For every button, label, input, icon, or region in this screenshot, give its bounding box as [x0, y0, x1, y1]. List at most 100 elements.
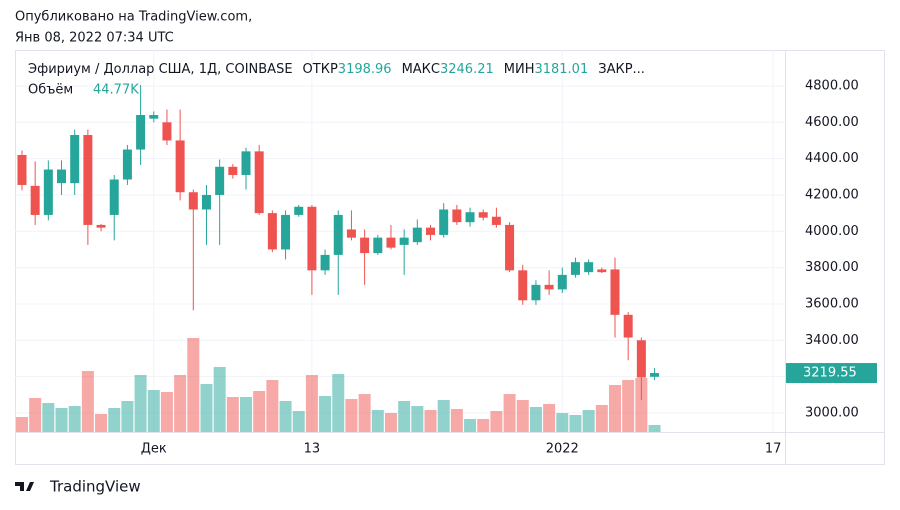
y-tick-label: 4600.00 [805, 115, 859, 130]
legend-text: ЗАКР... [598, 62, 645, 77]
price-label-bg [786, 363, 877, 384]
candle-body [386, 237, 396, 248]
price-label: 3219.55 [803, 366, 857, 381]
candle-body [597, 269, 607, 273]
volume-last: 44.77K [93, 83, 139, 98]
candle-body [162, 122, 172, 141]
candle-body [70, 135, 80, 184]
volume-bar [384, 413, 397, 432]
volume-bar [529, 407, 542, 432]
plot: 3000.003200.003400.003600.003800.004000.… [15, 50, 877, 457]
candle-body [650, 373, 660, 377]
x-tick-label: 2022 [546, 442, 579, 457]
candle-body [294, 206, 304, 215]
volume-bar [437, 400, 450, 432]
candle-body [96, 224, 106, 228]
candle-body [188, 192, 198, 210]
volume-bar [134, 375, 147, 432]
volume-bar [213, 367, 226, 432]
volume-bar [635, 378, 648, 432]
candle-body [149, 115, 159, 119]
volume-bar [160, 392, 173, 432]
candle-body [30, 185, 40, 215]
legend-text: МАКС [402, 62, 440, 77]
candle-body [426, 227, 436, 235]
x-tick-label: 17 [765, 442, 782, 457]
candle-body [333, 214, 343, 255]
volume-bar [595, 405, 608, 432]
candle-body [201, 194, 211, 210]
volume-bar [253, 391, 266, 432]
candle-body [241, 151, 251, 175]
legend-text: ОТКР [303, 62, 338, 77]
candle-body [43, 169, 53, 215]
candle-body [57, 169, 67, 184]
volume-bar [174, 375, 187, 432]
candle-body [267, 213, 277, 250]
candle-body [557, 274, 567, 290]
candle-body [439, 209, 449, 235]
candle-body [307, 206, 317, 271]
volume-bar [292, 411, 305, 432]
candle-body [360, 237, 370, 254]
candle-body [320, 254, 330, 271]
volume-bar [187, 338, 200, 432]
volume-bar [226, 397, 239, 432]
candle-body [584, 262, 594, 273]
x-tick-label: 13 [304, 442, 321, 457]
volume-bar [266, 380, 279, 432]
legend-title: Эфириум / Доллар США, 1Д, COINBASE ОТКР31… [28, 62, 645, 77]
volume-bar [15, 417, 28, 432]
volume-bar [490, 411, 503, 432]
volume-bar [371, 410, 384, 432]
candle-body [175, 140, 185, 193]
volume-name: Объём [28, 83, 73, 98]
candle-body [373, 237, 383, 254]
volume-bar [503, 394, 516, 432]
legend-text: 3198.96 [338, 62, 392, 77]
volume-bar [609, 385, 622, 432]
volume-bar [398, 401, 411, 432]
volume-bar [279, 401, 292, 432]
y-tick-label: 3800.00 [805, 260, 859, 275]
volume-bar [42, 403, 55, 432]
volume-bar [319, 396, 332, 432]
candle-body [491, 216, 501, 225]
volume-bar [622, 380, 635, 432]
y-tick-label: 3000.00 [805, 405, 859, 420]
volume-bar [411, 406, 424, 432]
volume-bar [358, 394, 371, 432]
candle-body [399, 237, 409, 245]
candle-body [623, 314, 633, 338]
candle-body [254, 151, 264, 214]
volume-bar [450, 409, 463, 432]
candle-body [83, 135, 93, 225]
candle-body [122, 149, 132, 180]
volume-bar [55, 408, 68, 432]
volume-bar [543, 404, 556, 432]
volume-bar [68, 406, 81, 432]
volume-bar [240, 397, 253, 432]
candle-body [518, 270, 528, 301]
candle-body [610, 269, 620, 315]
candle-body [544, 284, 554, 290]
volume-bar [95, 414, 108, 432]
volume-bar [424, 410, 437, 432]
frame [15, 50, 885, 465]
volume-bar [332, 374, 345, 432]
candle-body [636, 340, 646, 378]
volume-bar [147, 390, 160, 432]
candle-body [452, 209, 462, 223]
candle-body [109, 179, 119, 215]
legend-text: 3181.01 [534, 62, 588, 77]
candle-body [17, 154, 27, 185]
y-tick-label: 3400.00 [805, 333, 859, 348]
candle-body [346, 229, 356, 238]
candle-body [478, 212, 488, 218]
volume-bar [556, 413, 569, 432]
volume-bar [477, 419, 490, 432]
y-tick-label: 4200.00 [805, 187, 859, 202]
candle-body [136, 115, 146, 150]
y-tick-label: 4000.00 [805, 224, 859, 239]
candle-body [412, 227, 422, 243]
